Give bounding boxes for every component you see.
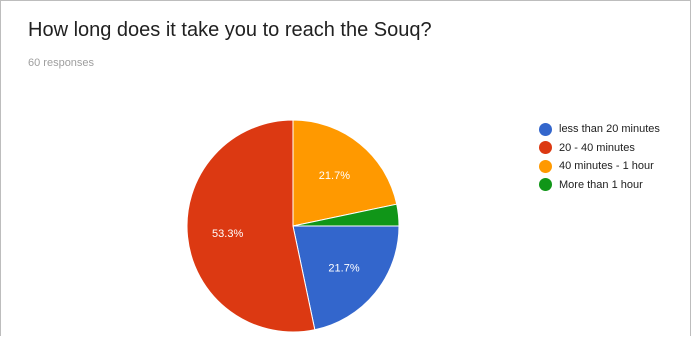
slice-label-less-than-20: 21.7%	[328, 262, 359, 274]
pie-slice-less-than-20[interactable]	[292, 225, 400, 331]
chart-legend: less than 20 minutes 20 - 40 minutes 40 …	[539, 120, 660, 194]
legend-label: 20 - 40 minutes	[559, 141, 635, 154]
pie-slice-20-40[interactable]	[186, 119, 316, 333]
legend-swatch	[539, 178, 552, 192]
chart-title: How long does it take you to reach the S…	[28, 19, 432, 41]
legend-item-less-than-20[interactable]: less than 20 minutes	[539, 120, 660, 139]
legend-label: More than 1 hour	[559, 178, 643, 191]
legend-item-20-40[interactable]: 20 - 40 minutes	[539, 139, 660, 158]
slice-label-40-60: 21.7%	[319, 170, 350, 182]
slice-label-20-40: 53.3%	[212, 228, 243, 240]
legend-swatch	[539, 122, 552, 136]
pie-slice-40-60[interactable]	[292, 119, 398, 227]
legend-item-more-than-1-hour[interactable]: More than 1 hour	[539, 176, 660, 195]
legend-label: 40 minutes - 1 hour	[559, 160, 654, 173]
response-count: 60 responses	[28, 57, 95, 69]
legend-swatch	[539, 159, 552, 173]
legend-label: less than 20 minutes	[559, 123, 660, 136]
legend-item-40-60[interactable]: 40 minutes - 1 hour	[539, 157, 660, 176]
legend-swatch	[539, 141, 552, 155]
